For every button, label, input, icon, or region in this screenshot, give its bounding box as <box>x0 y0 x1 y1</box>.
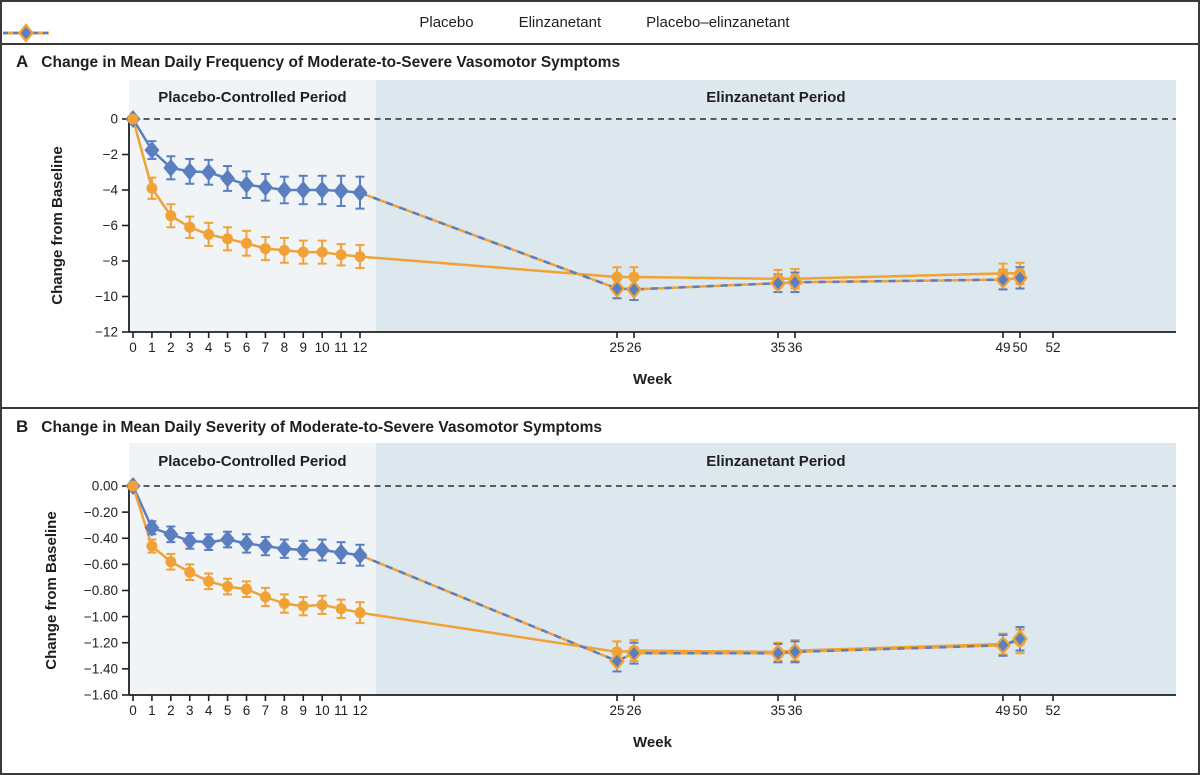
panel-a-letter: A <box>16 52 29 71</box>
svg-text:26: 26 <box>626 340 641 355</box>
svg-text:−0.40: −0.40 <box>84 531 118 546</box>
svg-text:Placebo-Controlled Period: Placebo-Controlled Period <box>158 89 346 106</box>
legend-item-placebo: Placebo <box>3 14 474 42</box>
svg-text:9: 9 <box>299 340 307 355</box>
svg-text:−12: −12 <box>95 325 118 340</box>
svg-text:9: 9 <box>299 703 307 718</box>
svg-text:49: 49 <box>995 340 1010 355</box>
panel-a-heading: Change in Mean Daily Frequency of Modera… <box>41 54 621 71</box>
svg-text:6: 6 <box>243 340 251 355</box>
panel-b-chart: Placebo-Controlled Period Elinzanetant Pe… <box>43 443 1176 751</box>
panel-b-letter: B <box>16 417 29 436</box>
svg-text:52: 52 <box>1045 340 1060 355</box>
svg-text:−1.20: −1.20 <box>84 635 118 650</box>
svg-text:−0.80: −0.80 <box>84 583 118 598</box>
svg-text:−4: −4 <box>103 183 119 198</box>
svg-text:−1.00: −1.00 <box>84 609 118 624</box>
panel-a-title: A Change in Mean Daily Frequency of Mode… <box>16 52 620 72</box>
legend-label: Placebo–elinzanetant <box>646 14 790 31</box>
legend-label: Elinzanetant <box>518 14 602 31</box>
svg-text:−6: −6 <box>103 218 118 233</box>
svg-text:Change from Baseline: Change from Baseline <box>49 146 66 304</box>
panel-b-title: B Change in Mean Daily Severity of Moder… <box>16 417 602 437</box>
svg-text:−0.20: −0.20 <box>84 505 118 520</box>
svg-text:0: 0 <box>129 340 137 355</box>
svg-text:Week: Week <box>633 734 673 751</box>
svg-text:3: 3 <box>186 340 194 355</box>
svg-text:8: 8 <box>281 703 289 718</box>
svg-text:36: 36 <box>787 340 802 355</box>
svg-text:−1.60: −1.60 <box>84 688 118 703</box>
svg-text:Week: Week <box>633 371 673 388</box>
svg-text:25: 25 <box>609 340 624 355</box>
svg-text:49: 49 <box>995 703 1010 718</box>
svg-text:1: 1 <box>148 703 156 718</box>
svg-text:50: 50 <box>1012 703 1027 718</box>
svg-text:0.00: 0.00 <box>92 479 118 494</box>
svg-text:7: 7 <box>262 703 270 718</box>
legend-item-elinzanetant: Elinzanetant <box>3 14 602 38</box>
svg-text:12: 12 <box>352 340 367 355</box>
svg-text:−1.40: −1.40 <box>84 662 118 677</box>
svg-text:Elinzanetant Period: Elinzanetant Period <box>706 89 845 106</box>
svg-text:Placebo-Controlled Period: Placebo-Controlled Period <box>158 453 346 470</box>
svg-text:2: 2 <box>167 703 175 718</box>
svg-text:−10: −10 <box>95 289 118 304</box>
svg-text:1: 1 <box>148 340 156 355</box>
svg-text:35: 35 <box>770 340 785 355</box>
panel-divider <box>2 407 1198 409</box>
svg-text:0: 0 <box>129 703 137 718</box>
svg-text:3: 3 <box>186 703 194 718</box>
svg-text:0: 0 <box>110 112 118 127</box>
legend: Placebo Elinzanetant Placebo–elinzanetan… <box>2 2 1198 45</box>
svg-text:5: 5 <box>224 340 232 355</box>
svg-text:4: 4 <box>205 703 213 718</box>
svg-text:10: 10 <box>315 703 330 718</box>
panel-a-chart: Placebo-Controlled Period Elinzanetant Pe… <box>49 80 1176 388</box>
panel-b-heading: Change in Mean Daily Severity of Moderat… <box>41 419 603 436</box>
svg-text:5: 5 <box>224 703 232 718</box>
svg-text:10: 10 <box>315 340 330 355</box>
svg-text:−2: −2 <box>103 147 118 162</box>
svg-text:11: 11 <box>334 703 348 718</box>
svg-text:35: 35 <box>770 703 785 718</box>
legend-item-placebo-elinzanetant: Placebo–elinzanetant <box>3 14 790 43</box>
svg-text:−8: −8 <box>103 254 118 269</box>
svg-text:26: 26 <box>626 703 641 718</box>
svg-text:12: 12 <box>352 703 367 718</box>
svg-text:50: 50 <box>1012 340 1027 355</box>
svg-text:36: 36 <box>787 703 802 718</box>
svg-text:Change from Baseline: Change from Baseline <box>43 511 60 669</box>
svg-text:6: 6 <box>243 703 251 718</box>
svg-text:−0.60: −0.60 <box>84 557 118 572</box>
svg-text:4: 4 <box>205 340 213 355</box>
legend-label: Placebo <box>419 14 474 31</box>
svg-text:Elinzanetant Period: Elinzanetant Period <box>706 453 845 470</box>
svg-text:11: 11 <box>334 340 348 355</box>
svg-text:2: 2 <box>167 340 175 355</box>
svg-text:7: 7 <box>262 340 270 355</box>
svg-text:8: 8 <box>281 340 289 355</box>
svg-text:52: 52 <box>1045 703 1060 718</box>
svg-text:25: 25 <box>609 703 624 718</box>
